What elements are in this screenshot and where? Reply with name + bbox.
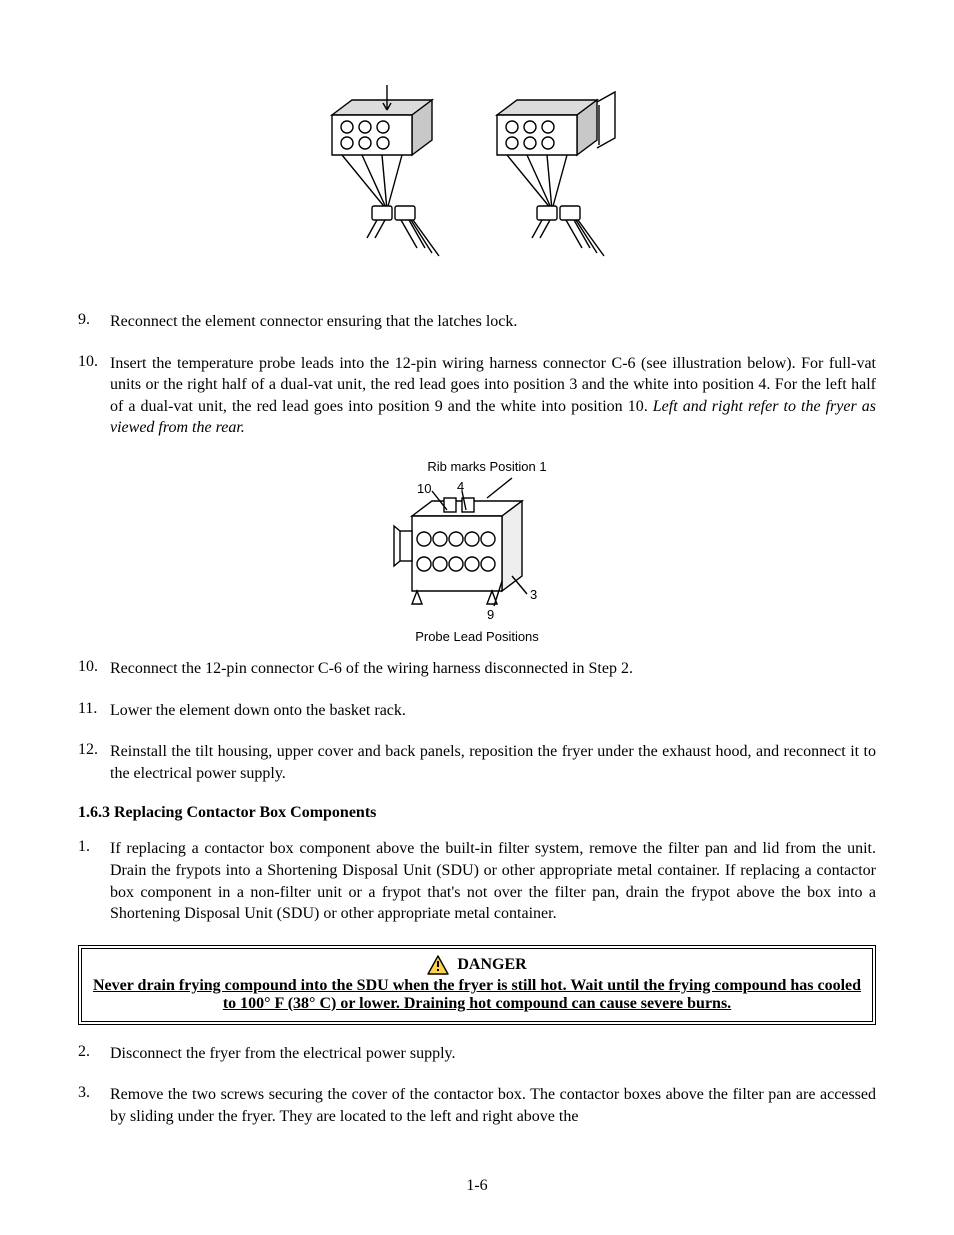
step-item: 10. Insert the temperature probe leads i… (78, 353, 876, 439)
probe-top-label: Rib marks Position 1 (78, 459, 876, 474)
warning-icon (427, 955, 449, 975)
step-text: Insert the temperature probe leads into … (110, 353, 876, 439)
step-number: 11. (78, 700, 110, 722)
steps-group-b: 10. Reconnect the 12-pin connector C-6 o… (78, 658, 876, 784)
danger-body: Never drain frying compound into the SDU… (92, 977, 862, 1013)
step-item: 1. If replacing a contactor box componen… (78, 838, 876, 924)
step-number: 2. (78, 1043, 110, 1065)
danger-title: DANGER (457, 956, 526, 974)
step-text: Reconnect the element connector ensuring… (110, 311, 876, 333)
step-number: 10. (78, 353, 110, 439)
step-number: 10. (78, 658, 110, 680)
step-number: 9. (78, 311, 110, 333)
element-diagram (78, 80, 876, 295)
page-number: 1-6 (0, 1177, 954, 1195)
steps-group-d: 2. Disconnect the fryer from the electri… (78, 1043, 876, 1128)
probe-label-10: 10 (417, 481, 431, 496)
probe-label-9: 9 (487, 607, 494, 622)
probe-label-4: 4 (457, 479, 464, 494)
step-text: Disconnect the fryer from the electrical… (110, 1043, 876, 1065)
probe-label-3: 3 (530, 587, 537, 602)
step-text: Reconnect the 12-pin connector C-6 of th… (110, 658, 876, 680)
steps-group-c: 1. If replacing a contactor box componen… (78, 838, 876, 924)
section-heading: 1.6.3 Replacing Contactor Box Components (78, 804, 876, 822)
step-item: 2. Disconnect the fryer from the electri… (78, 1043, 876, 1065)
step-number: 12. (78, 741, 110, 784)
steps-group-a: 9. Reconnect the element connector ensur… (78, 311, 876, 439)
probe-diagram: Rib marks Position 1 (78, 459, 876, 644)
step-item: 3. Remove the two screws securing the co… (78, 1084, 876, 1127)
step-text: Reinstall the tilt housing, upper cover … (110, 741, 876, 784)
step-text: Remove the two screws securing the cover… (110, 1084, 876, 1127)
step-number: 1. (78, 838, 110, 924)
probe-caption: Probe Lead Positions (78, 629, 876, 644)
step-text: If replacing a contactor box component a… (110, 838, 876, 924)
step-item: 11. Lower the element down onto the bask… (78, 700, 876, 722)
step-item: 10. Reconnect the 12-pin connector C-6 o… (78, 658, 876, 680)
element-diagram-svg (312, 80, 642, 290)
step-item: 12. Reinstall the tilt housing, upper co… (78, 741, 876, 784)
step-item: 9. Reconnect the element connector ensur… (78, 311, 876, 333)
danger-box: DANGER Never drain frying compound into … (78, 945, 876, 1025)
step-number: 3. (78, 1084, 110, 1127)
danger-body-text: Never drain frying compound into the SDU… (93, 977, 861, 1012)
step-text: Lower the element down onto the basket r… (110, 700, 876, 722)
probe-diagram-svg: 10 4 9 3 (362, 476, 592, 626)
